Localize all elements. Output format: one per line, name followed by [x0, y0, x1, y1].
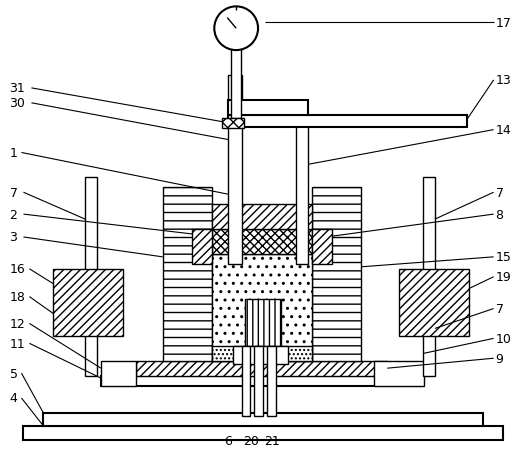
Bar [296, 115, 308, 264]
Text: 10: 10 [496, 332, 512, 345]
Bar [228, 100, 308, 115]
Text: 14: 14 [496, 124, 512, 137]
Text: 13: 13 [496, 74, 512, 87]
Text: 7: 7 [496, 302, 504, 315]
Text: 4: 4 [10, 392, 17, 405]
Bar [212, 230, 312, 254]
Bar [212, 347, 312, 362]
Text: 3: 3 [10, 231, 17, 244]
Bar [23, 426, 503, 440]
Text: 21: 21 [264, 434, 280, 447]
Bar [267, 347, 276, 416]
Bar [242, 347, 250, 416]
Text: 1: 1 [10, 147, 17, 160]
Text: 15: 15 [496, 251, 512, 264]
Bar [245, 299, 281, 347]
Text: 12: 12 [10, 317, 25, 330]
Text: 11: 11 [10, 337, 25, 350]
Text: 7: 7 [496, 186, 504, 199]
Bar [101, 376, 421, 386]
Text: 8: 8 [496, 208, 504, 221]
Bar [375, 362, 424, 386]
Text: 2: 2 [10, 208, 17, 221]
Bar [312, 188, 361, 362]
Bar [212, 205, 312, 230]
Bar [136, 362, 387, 376]
Bar [423, 178, 435, 376]
Circle shape [214, 7, 258, 51]
Bar [228, 115, 467, 127]
Bar [53, 269, 123, 337]
Bar [233, 347, 288, 364]
Text: 9: 9 [496, 352, 504, 365]
Bar [85, 178, 97, 376]
Text: 18: 18 [10, 290, 25, 303]
Text: 17: 17 [496, 17, 512, 30]
Text: 16: 16 [10, 263, 25, 275]
Text: 5: 5 [10, 367, 17, 380]
Text: 20: 20 [243, 434, 259, 447]
Text: 31: 31 [10, 82, 25, 95]
Text: 19: 19 [496, 271, 512, 284]
Bar [312, 230, 332, 264]
Bar [231, 41, 241, 119]
Bar [222, 119, 244, 128]
Bar [228, 76, 242, 264]
Bar [101, 362, 136, 386]
Bar [212, 254, 312, 362]
Bar [43, 413, 482, 426]
Bar [399, 269, 469, 337]
Text: 6: 6 [224, 434, 232, 447]
Bar [254, 347, 263, 416]
Text: 7: 7 [10, 186, 17, 199]
Text: 30: 30 [10, 97, 25, 110]
Bar [193, 230, 212, 264]
Bar [162, 188, 212, 362]
